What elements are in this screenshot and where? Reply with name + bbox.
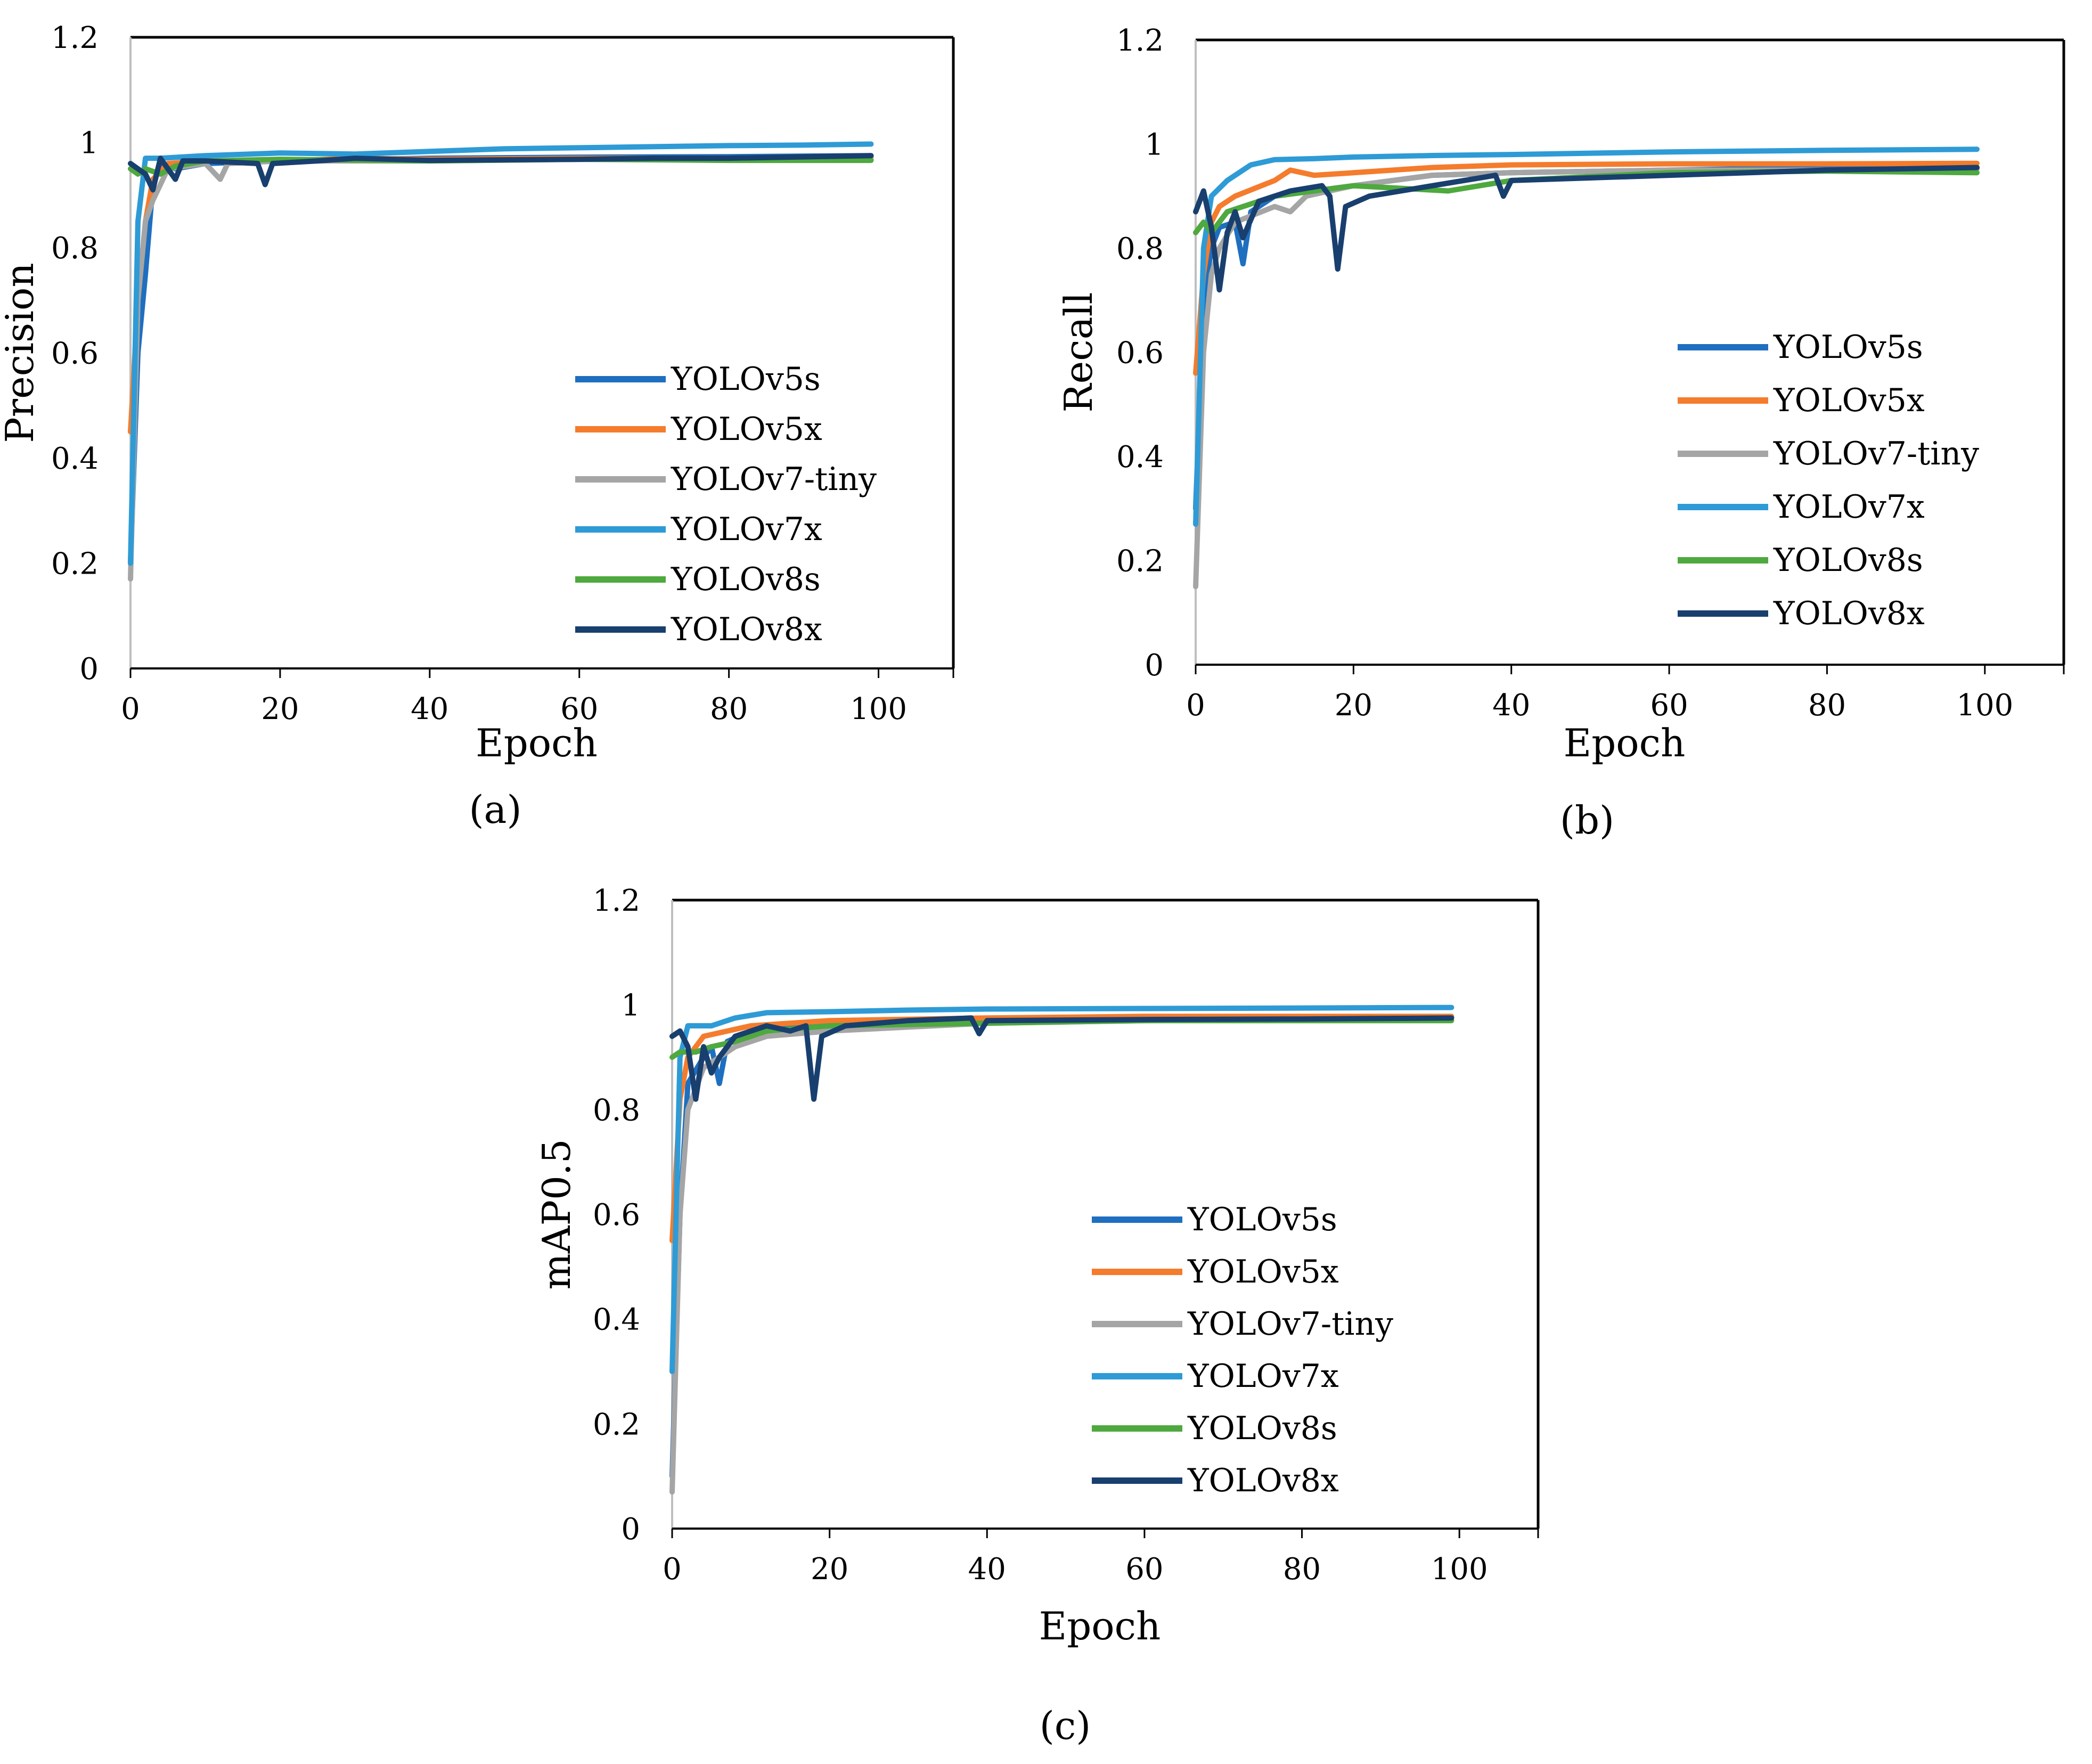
series-line-yolov5s xyxy=(669,1015,1454,1479)
y-axis-label: Recall xyxy=(1056,292,1101,412)
y-axis-label: mAP0.5 xyxy=(534,1139,579,1289)
x-tick-label: 0 xyxy=(1186,688,1205,723)
x-tick-label: 100 xyxy=(1956,688,2013,723)
y-tick-label: 0.6 xyxy=(593,1198,640,1232)
legend-label: YOLOv8x xyxy=(671,611,822,648)
x-tick-label: 20 xyxy=(1335,688,1372,723)
panel-label: (b) xyxy=(1560,798,1614,843)
recall-chart: 0 20 40 60 80 100 0 0.2 0.4 0.6 0.8 1 1.2 Epoch Recall… xyxy=(1056,23,2065,843)
x-tick-label: 80 xyxy=(1808,688,1846,723)
x-tick-label: 100 xyxy=(1431,1552,1488,1587)
x-tick-label: 0 xyxy=(121,692,140,726)
y-tick-label: 1 xyxy=(79,126,99,161)
x-tick-label: 80 xyxy=(710,692,748,726)
legend-label: YOLOv5x xyxy=(671,411,822,448)
legend-label: YOLOv8x xyxy=(1187,1462,1339,1499)
map-chart: 0 20 40 60 80 100 0 0.2 0.4 0.6 0.8 1 1.2 Epoch mAP0.5… xyxy=(534,884,1540,1748)
series-line-yolov7x xyxy=(669,1005,1454,1374)
y-tick-label: 1 xyxy=(621,989,640,1023)
legend-label: YOLOv5s xyxy=(1773,329,1923,366)
series-line-yolov7-tiny xyxy=(1193,166,1980,590)
x-tick-label: 80 xyxy=(1283,1552,1321,1587)
series-line-yolov8x xyxy=(1193,165,1980,293)
y-tick-label: 0.6 xyxy=(51,337,99,371)
y-tick-label: 0.2 xyxy=(1116,544,1164,579)
y-axis-label: Precision xyxy=(0,263,42,443)
legend-label: YOLOv5x xyxy=(1187,1253,1339,1291)
series-line-yolov7x xyxy=(1193,146,1980,527)
series-line-yolov8x xyxy=(128,153,874,193)
y-tick-label: 0 xyxy=(79,652,99,687)
series-line-yolov5s xyxy=(128,153,874,566)
series-line-yolov7x xyxy=(128,141,874,566)
legend-label: YOLOv5x xyxy=(1773,382,1925,419)
y-tick-label: 0.8 xyxy=(51,231,99,266)
panel-label: (c) xyxy=(1040,1703,1091,1748)
y-tick-label: 0.4 xyxy=(51,442,99,476)
y-tick-label: 0.2 xyxy=(51,547,99,582)
x-tick-label: 40 xyxy=(968,1552,1006,1587)
legend-label: YOLOv7-tiny xyxy=(671,461,877,498)
x-axis-label: Epoch xyxy=(476,721,598,765)
x-axis-label: Epoch xyxy=(1039,1604,1161,1648)
x-tick-label: 20 xyxy=(811,1552,848,1587)
legend-label: YOLOv7-tiny xyxy=(1773,435,1979,472)
legend-label: YOLOv7x xyxy=(671,511,822,548)
series-line-yolov8x xyxy=(669,1015,1454,1102)
y-tick-label: 0.2 xyxy=(593,1407,640,1442)
x-tick-label: 20 xyxy=(261,692,299,726)
x-tick-label: 0 xyxy=(663,1552,682,1587)
x-tick-label: 60 xyxy=(1125,1552,1163,1587)
x-tick-label: 40 xyxy=(411,692,448,726)
x-tick-label: 60 xyxy=(560,692,598,726)
series-line-yolov5x xyxy=(1193,160,1980,376)
y-tick-label: 0 xyxy=(1145,648,1164,683)
x-tick-label: 40 xyxy=(1492,688,1530,723)
legend-label: YOLOv5s xyxy=(671,361,821,398)
y-tick-label: 0 xyxy=(621,1512,640,1547)
y-tick-label: 0.4 xyxy=(593,1303,640,1337)
series-line-yolov5x xyxy=(669,1014,1454,1244)
y-tick-label: 1.2 xyxy=(593,884,640,918)
legend-label: YOLOv8s xyxy=(671,561,821,598)
y-tick-label: 0.6 xyxy=(1116,336,1164,371)
y-tick-label: 1.2 xyxy=(1116,23,1164,58)
x-tick-label: 100 xyxy=(850,692,907,726)
legend-label: YOLOv5s xyxy=(1187,1201,1337,1238)
precision-chart: 0 20 40 60 80 100 0 0.2 0.4 0.6 0.8 1 1.2 Epoch Precis… xyxy=(0,21,955,832)
legend-label: YOLOv7x xyxy=(1773,488,1925,526)
y-tick-label: 0.4 xyxy=(1116,440,1164,475)
x-tick-label: 60 xyxy=(1650,688,1688,723)
legend-label: YOLOv8s xyxy=(1773,542,1923,579)
legend-label: YOLOv8x xyxy=(1773,595,1925,632)
y-tick-label: 1.2 xyxy=(51,21,99,55)
panel-label: (a) xyxy=(469,787,521,832)
y-tick-label: 1 xyxy=(1145,128,1164,162)
legend-label: YOLOv7-tiny xyxy=(1187,1305,1393,1343)
legend-label: YOLOv8s xyxy=(1187,1410,1337,1447)
legend-label: YOLOv7x xyxy=(1187,1358,1339,1395)
y-tick-label: 0.8 xyxy=(593,1093,640,1128)
y-tick-label: 0.8 xyxy=(1116,232,1164,266)
x-axis-label: Epoch xyxy=(1564,721,1686,765)
